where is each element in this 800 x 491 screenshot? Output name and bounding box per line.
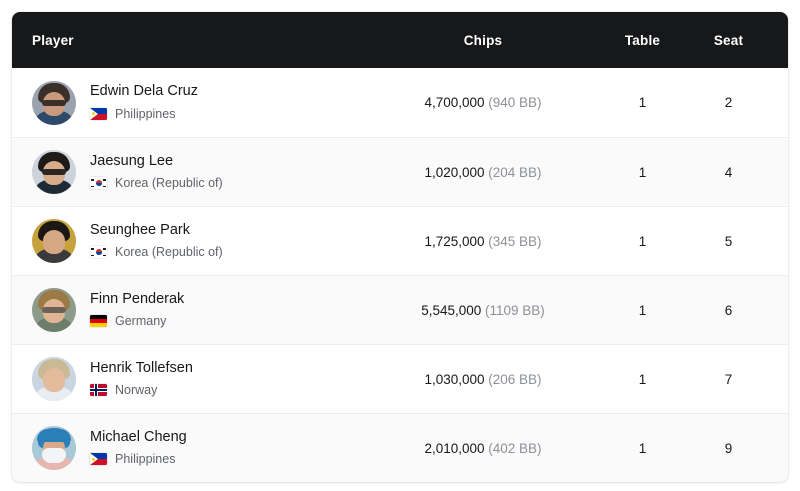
- chips-big-blinds: (940 BB): [488, 95, 542, 110]
- chips-amount: 1,725,000: [424, 233, 485, 249]
- chips-cell: 1,020,000 (204 BB): [372, 165, 594, 180]
- country-label: Germany: [115, 314, 167, 329]
- table-body: Edwin Dela Cruz Philippines 4,700,000 (940…: [12, 68, 788, 482]
- player-name: Michael Cheng: [90, 428, 187, 445]
- table-header-row: Player Chips Table Seat: [12, 12, 788, 68]
- player-info: Finn Penderak Germany: [90, 290, 185, 328]
- player-info: Michael Cheng Philippines: [90, 428, 187, 466]
- seat-number-cell: 4: [724, 164, 733, 180]
- chips-amount: 5,545,000: [421, 302, 482, 318]
- avatar: [32, 219, 76, 263]
- avatar: [32, 150, 76, 194]
- flag-icon-de: [90, 315, 107, 328]
- seat-number-cell: 9: [724, 440, 733, 456]
- country-label: Philippines: [115, 106, 176, 121]
- player-info: Edwin Dela Cruz Philippines: [90, 83, 198, 121]
- column-header-seat[interactable]: Seat: [713, 32, 744, 48]
- player-country: Philippines: [90, 107, 198, 121]
- player-cell: Michael Cheng Philippines: [32, 426, 372, 470]
- player-cell: Edwin Dela Cruz Philippines: [32, 80, 372, 125]
- chip-count-table-card: Player Chips Table Seat Edwin Dela Cruz P…: [12, 12, 788, 482]
- table-row[interactable]: Finn Penderak Germany 5,545,000 (1109 BB) 1…: [12, 275, 788, 344]
- player-name: Henrik Tollefsen: [90, 359, 193, 376]
- player-cell: Seunghee Park Korea (Republic of): [32, 219, 372, 263]
- flag-icon-kr: [90, 246, 107, 259]
- seat-number-cell: 6: [724, 302, 733, 318]
- chips-big-blinds: (206 BB): [488, 371, 542, 387]
- country-label: Korea (Republic of): [115, 176, 223, 191]
- country-label: Korea (Republic of): [115, 245, 223, 260]
- flag-icon-kr: [90, 177, 107, 190]
- avatar: [32, 80, 76, 125]
- player-country: Philippines: [90, 452, 187, 466]
- table-row[interactable]: Seunghee Park Korea (Republic of) 1,725,00…: [12, 206, 788, 275]
- avatar: [32, 426, 76, 470]
- table-number-cell: 1: [638, 440, 647, 456]
- table-number-cell: 1: [638, 95, 647, 110]
- chips-cell: 4,700,000 (940 BB): [372, 95, 594, 110]
- player-name: Seunghee Park: [90, 221, 190, 238]
- chips-big-blinds: (1109 BB): [485, 302, 545, 318]
- player-info: Henrik Tollefsen Norway: [90, 359, 193, 397]
- chips-cell: 1,030,000 (206 BB): [372, 372, 594, 387]
- chips-big-blinds: (204 BB): [488, 164, 542, 180]
- country-label: Norway: [115, 383, 158, 398]
- table-row[interactable]: Henrik Tollefsen Norway 1,030,000 (206 BB)…: [12, 344, 788, 413]
- player-cell: Jaesung Lee Korea (Republic of): [32, 150, 372, 194]
- seat-number-cell: 7: [724, 371, 733, 387]
- player-name: Jaesung Lee: [90, 152, 174, 169]
- table-row[interactable]: Michael Cheng Philippines 2,010,000 (402 B…: [12, 413, 788, 482]
- table-number-cell: 1: [638, 371, 647, 387]
- table-row[interactable]: Edwin Dela Cruz Philippines 4,700,000 (940…: [12, 68, 788, 137]
- column-header-chips[interactable]: Chips: [463, 32, 503, 48]
- table-row[interactable]: Jaesung Lee Korea (Republic of) 1,020,000 …: [12, 137, 788, 206]
- column-header-player[interactable]: Player: [32, 32, 74, 48]
- flag-icon-no: [90, 384, 107, 397]
- seat-number-cell: 5: [724, 233, 733, 249]
- chips-big-blinds: (402 BB): [488, 440, 542, 456]
- player-cell: Finn Penderak Germany: [32, 288, 372, 332]
- seat-number-cell: 2: [724, 95, 733, 110]
- table-number-cell: 1: [638, 302, 647, 318]
- chips-amount: 1,020,000: [424, 164, 485, 180]
- player-info: Jaesung Lee Korea (Republic of): [90, 152, 223, 190]
- chips-cell: 1,725,000 (345 BB): [372, 234, 594, 249]
- table-number-cell: 1: [638, 233, 647, 249]
- column-header-table[interactable]: Table: [624, 32, 661, 48]
- chips-big-blinds: (345 BB): [488, 233, 542, 249]
- player-country: Korea (Republic of): [90, 176, 223, 190]
- avatar: [32, 288, 76, 332]
- player-country: Korea (Republic of): [90, 245, 223, 259]
- player-name: Edwin Dela Cruz: [90, 83, 198, 100]
- chips-cell: 5,545,000 (1109 BB): [372, 303, 594, 318]
- country-label: Philippines: [115, 452, 176, 467]
- player-country: Norway: [90, 383, 193, 397]
- chips-amount: 2,010,000: [424, 440, 485, 456]
- chips-amount: 1,030,000: [424, 371, 485, 387]
- flag-icon-ph: [90, 107, 107, 120]
- chips-amount: 4,700,000: [424, 95, 485, 110]
- player-country: Germany: [90, 314, 184, 328]
- table-number-cell: 1: [638, 164, 647, 180]
- chips-cell: 2,010,000 (402 BB): [372, 441, 594, 456]
- player-name: Finn Penderak: [90, 290, 185, 307]
- avatar: [32, 357, 76, 401]
- player-info: Seunghee Park Korea (Republic of): [90, 221, 223, 259]
- player-cell: Henrik Tollefsen Norway: [32, 357, 372, 401]
- flag-icon-ph: [90, 453, 107, 466]
